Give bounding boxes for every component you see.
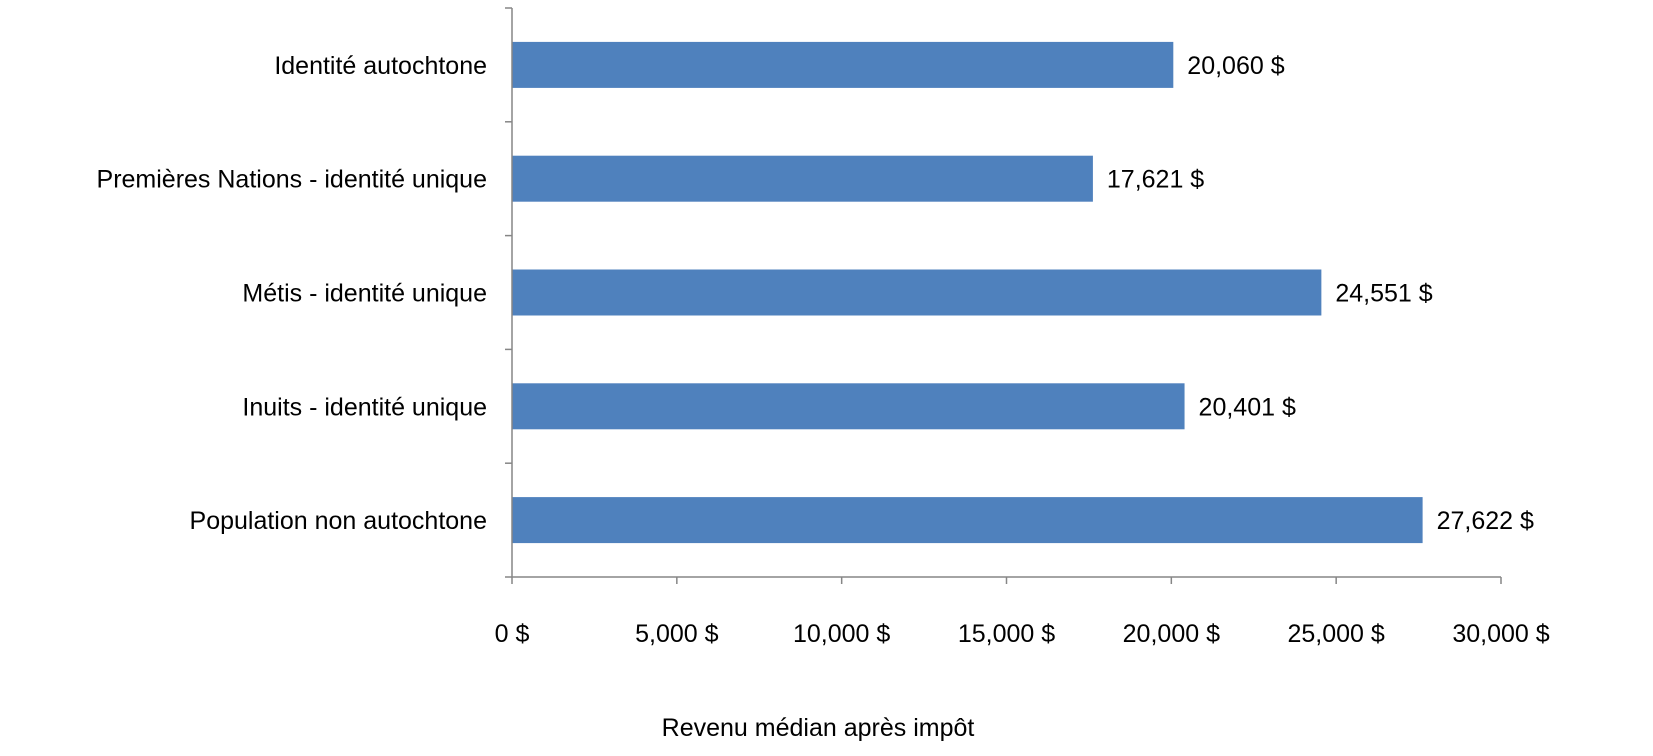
category-label-4: Population non autochtone	[190, 507, 487, 535]
data-label-1: 17,621 $	[1107, 166, 1204, 194]
x-tick-label-3: 15,000 $	[958, 620, 1055, 648]
data-label-3: 20,401 $	[1199, 393, 1296, 421]
data-label-0: 20,060 $	[1187, 52, 1284, 80]
x-tick-label-4: 20,000 $	[1123, 620, 1220, 648]
x-tick-label-2: 10,000 $	[793, 620, 890, 648]
x-axis-title: Revenu médian après impôt	[662, 714, 975, 742]
data-label-2: 24,551 $	[1335, 280, 1432, 308]
data-label-4: 27,622 $	[1437, 507, 1534, 535]
bar-2	[512, 269, 1322, 316]
x-tick-label-5: 25,000 $	[1288, 620, 1385, 648]
category-label-1: Premières Nations - identité unique	[97, 166, 487, 194]
category-label-0: Identité autochtone	[274, 52, 487, 80]
bars-layer	[512, 41, 1423, 544]
labels-layer: Identité autochtone 20,060 $ Premières Nat…	[97, 52, 1550, 648]
x-tick-label-0: 0 $	[495, 620, 530, 648]
bar-4	[512, 497, 1423, 544]
category-label-3: Inuits - identité unique	[242, 393, 487, 421]
x-tick-label-6: 30,000 $	[1452, 620, 1549, 648]
bar-3	[512, 383, 1185, 430]
x-tick-label-1: 5,000 $	[635, 620, 719, 648]
axes-layer	[505, 7, 1502, 584]
bar-1	[512, 155, 1093, 202]
category-label-2: Métis - identité unique	[242, 280, 487, 308]
bar-0	[512, 41, 1174, 88]
